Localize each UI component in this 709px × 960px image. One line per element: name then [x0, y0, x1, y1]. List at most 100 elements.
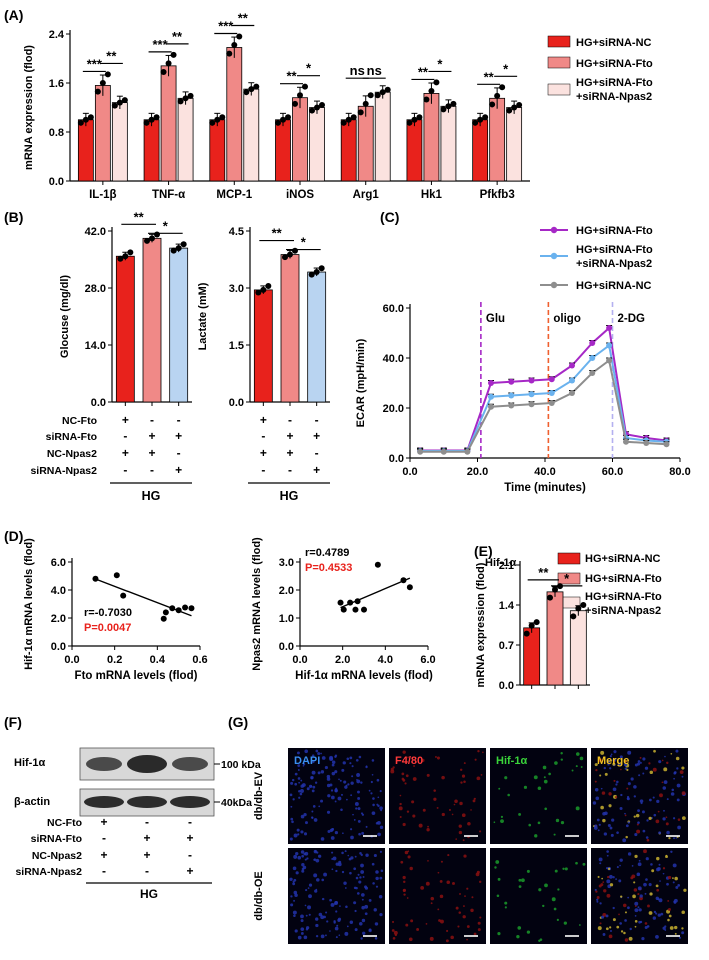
if-image-pixel: [355, 876, 359, 880]
panel-label-f: (F): [4, 714, 22, 730]
if-image-pixel: [323, 872, 328, 877]
if-image-pixel: [326, 810, 331, 814]
treat-b-sign: +: [175, 429, 182, 443]
if-image-pixel: [620, 768, 622, 771]
if-image-pixel: [624, 938, 629, 942]
if-image-pixel: [610, 930, 612, 933]
if-image-pixel: [335, 910, 338, 913]
if-image-pixel: [636, 829, 641, 834]
if-image-pixel: [626, 768, 629, 771]
if-image-pixel: [315, 917, 319, 921]
if-image-pixel: [619, 755, 623, 759]
if-image-pixel: [362, 931, 366, 935]
chart-a-point: [297, 92, 303, 99]
if-image-pixel: [656, 799, 660, 804]
chart-c-point: [569, 377, 575, 384]
treat-b-sign: -: [261, 463, 265, 477]
if-image-pixel: [306, 787, 310, 791]
chart-b-lactate-point: [318, 265, 325, 272]
if-image-pixel: [439, 894, 444, 899]
if-image-pixel: [555, 818, 560, 823]
legend-c: HG+siRNA-Fto HG+siRNA-Fto +siRNA-Npas2 H…: [540, 225, 653, 292]
if-image-pixel: [311, 816, 314, 819]
if-image-pixel: [627, 821, 631, 824]
if-image-pixel: [608, 792, 612, 796]
if-image-pixel: [634, 901, 639, 906]
chart-a-point: [111, 102, 118, 109]
if-image-pixel: [353, 901, 357, 905]
if-image-pixel: [406, 897, 409, 899]
if-image-pixel: [619, 864, 621, 867]
if-image-pixel: [662, 926, 666, 930]
panel-label-c: (C): [380, 209, 399, 225]
if-image-pixel: [365, 765, 368, 769]
chart-b-glucose-ytick-label: 0.0: [91, 397, 106, 409]
chart-a-xtick-label: iNOS: [286, 189, 314, 201]
chart-a-point: [379, 89, 386, 96]
if-image-pixel: [362, 875, 365, 878]
if-image-pixel: [482, 751, 484, 754]
if-image-pixel: [668, 837, 671, 840]
chart-d1-xtick-label: 0.4: [150, 654, 166, 666]
chart-e-ylabel: mRNA expression (flod): [475, 562, 487, 687]
if-image-pixel: [592, 801, 597, 805]
if-image-pixel: [312, 785, 316, 789]
if-image-pixel: [320, 915, 325, 920]
if-image-pixel: [307, 887, 310, 890]
if-image-pixel: [599, 774, 602, 777]
chart-c-ytick-label: 60.0: [383, 303, 404, 315]
if-image-pixel: [670, 792, 675, 796]
if-image-pixel: [293, 899, 296, 902]
if-image-pixel: [300, 779, 303, 782]
if-image-pixel: [297, 756, 300, 759]
if-image-pixel: [331, 868, 334, 871]
if-image-pixel: [500, 815, 504, 818]
if-image-pixel: [335, 869, 338, 873]
if-image-pixel: [421, 758, 425, 763]
if-image-pixel: [349, 871, 352, 875]
chart-a-point: [236, 33, 243, 40]
if-image-pixel: [355, 807, 358, 810]
if-image-pixel: [538, 888, 542, 892]
chart-b-glucose-ytick-label: 42.0: [85, 226, 106, 238]
if-image-pixel: [361, 905, 365, 910]
if-image-pixel: [360, 781, 363, 784]
if-image-pixel: [331, 763, 335, 767]
if-image-pixel: [404, 782, 407, 785]
chart-c-ytick-label: 0.0: [389, 453, 404, 465]
if-image-pixel: [675, 756, 680, 761]
if-image-pixel: [596, 900, 599, 903]
if-image-pixel: [377, 796, 380, 799]
if-image-pixel: [668, 914, 672, 918]
chart-c-point: [548, 376, 555, 383]
if-image-pixel: [657, 898, 660, 901]
chart-a-ytick-label: 2.4: [49, 29, 65, 41]
if-image-pixel: [375, 885, 379, 888]
if-image-pixel: [357, 797, 361, 800]
if-image-pixel: [507, 793, 510, 797]
if-image-pixel: [308, 894, 312, 899]
if-image-pixel: [300, 830, 304, 834]
chart-a-sig-label: **: [286, 69, 297, 84]
if-image-pixel: [332, 856, 337, 861]
if-image-pixel: [542, 904, 545, 908]
legend-e-swatch-fto: [557, 572, 581, 585]
legend-a-swatch-fto: [547, 56, 571, 69]
if-image-pixel: [303, 832, 308, 836]
if-image-pixel: [341, 768, 345, 772]
if-image-pixel: [578, 924, 581, 926]
if-image-pixel: [670, 752, 673, 755]
chart-c-xlabel: Time (minutes): [504, 482, 586, 494]
if-image-pixel: [326, 783, 331, 788]
if-image-pixel: [666, 882, 669, 886]
if-image-pixel: [657, 913, 661, 917]
if-image-pixel: [580, 766, 583, 768]
treat-f-row-label: siRNA-Fto: [31, 833, 82, 845]
if-image-pixel: [516, 934, 520, 939]
chart-a-point: [302, 83, 308, 90]
chart-c-point: [508, 378, 515, 385]
if-image-pixel: [341, 870, 345, 874]
if-image-pixel: [373, 908, 377, 912]
chart-a-point: [384, 86, 391, 93]
chart-a-ytick-label: 0.8: [49, 127, 64, 139]
